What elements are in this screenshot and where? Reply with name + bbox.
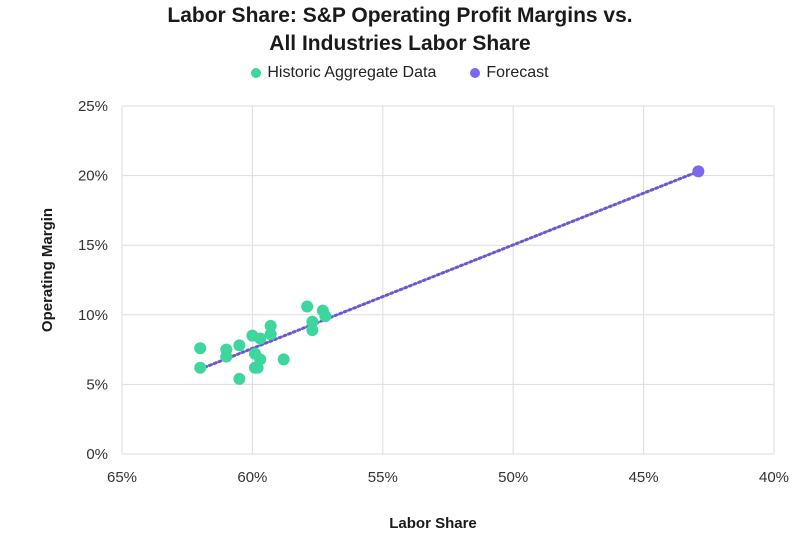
historic-data-point (264, 328, 277, 341)
historic-data-point (194, 342, 207, 355)
x-tick-label: 50% (498, 469, 528, 486)
legend-marker-forecast (470, 68, 481, 78)
forecast-data-point (692, 165, 705, 178)
y-tick-label: 10% (78, 307, 108, 324)
chart-legend: Historic Aggregate Data Forecast (0, 64, 800, 82)
y-tick-label: 5% (86, 376, 108, 393)
historic-data-point (306, 315, 319, 328)
historic-data-point (233, 372, 246, 385)
x-tick-label: 45% (629, 469, 659, 486)
legend-label-forecast: Forecast (486, 64, 549, 81)
historic-data-point (194, 361, 207, 374)
y-tick-label: 0% (86, 446, 108, 463)
x-tick-label: 40% (759, 469, 789, 486)
legend-label-historic: Historic Aggregate Data (267, 64, 437, 81)
chart-title-line2: All Industries Labor Share (269, 32, 531, 55)
y-axis-title: Operating Margin (39, 208, 56, 332)
forecast-trendline (198, 169, 700, 371)
x-tick-label: 55% (368, 469, 398, 486)
historic-data-point (301, 300, 314, 313)
historic-data-point (254, 332, 267, 345)
historic-data-point (220, 350, 233, 363)
legend-marker-historic (251, 68, 262, 78)
historic-data-point (277, 353, 290, 366)
y-tick-label: 25% (78, 98, 108, 115)
legend-item-forecast: Forecast (470, 64, 549, 82)
x-tick-label: 65% (107, 469, 137, 486)
historic-data-point (264, 319, 277, 332)
chart-title-line1: Labor Share: S&P Operating Profit Margin… (167, 4, 633, 27)
legend-item-historic: Historic Aggregate Data (251, 64, 436, 82)
x-axis-title: Labor Share (389, 515, 477, 532)
y-tick-label: 20% (78, 168, 108, 185)
x-tick-label: 60% (237, 469, 267, 486)
historic-data-point (306, 324, 319, 337)
y-tick-label: 15% (78, 237, 108, 254)
historic-data-point (319, 310, 332, 323)
historic-data-point (254, 353, 267, 366)
historic-data-point (233, 339, 246, 352)
